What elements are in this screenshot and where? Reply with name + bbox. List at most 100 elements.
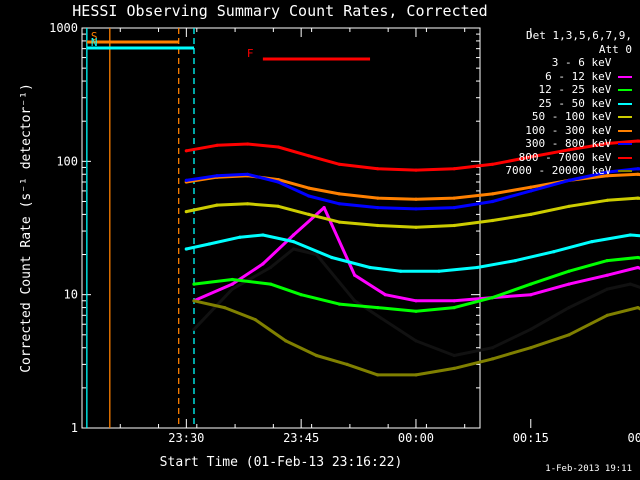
series-point xyxy=(414,168,418,172)
legend-swatch xyxy=(618,102,632,105)
x-tick-label-1: 23:45 xyxy=(283,431,319,445)
y-axis-label: Corrected Count Rate (s⁻¹ detector⁻¹) xyxy=(19,83,34,373)
series-point xyxy=(337,192,341,196)
series-point xyxy=(490,192,495,196)
series-point xyxy=(437,269,441,273)
series-point xyxy=(261,262,265,266)
series-point xyxy=(192,282,196,286)
series-point xyxy=(246,172,250,176)
series-point xyxy=(529,189,533,193)
series-point xyxy=(452,353,456,358)
series-point xyxy=(376,206,380,210)
series-point xyxy=(337,202,341,206)
series-line-7 xyxy=(186,139,640,172)
series-point xyxy=(452,196,456,200)
flag-label-f: F xyxy=(247,47,254,60)
series-point xyxy=(567,306,571,310)
legend-label: 3 - 6 keV xyxy=(551,56,618,69)
series-point xyxy=(605,170,609,174)
series-point xyxy=(215,174,219,178)
series-point xyxy=(368,265,372,270)
series-point xyxy=(246,142,250,146)
legend-label: 300 - 800 keV xyxy=(525,137,618,150)
legend-header-line-2: Att 0 xyxy=(598,42,632,56)
series-point xyxy=(414,207,418,211)
series-point xyxy=(307,212,311,216)
series-point xyxy=(399,269,403,273)
series-point xyxy=(192,327,196,331)
series-point xyxy=(529,185,533,189)
legend-label: 50 - 100 keV xyxy=(531,110,618,123)
series-point xyxy=(452,223,456,228)
series-point xyxy=(636,167,640,171)
series-point xyxy=(414,309,418,313)
series-point xyxy=(284,339,288,343)
series-point xyxy=(345,362,349,366)
series-point xyxy=(529,155,533,159)
series-point xyxy=(246,202,250,206)
legend-item-2: 12 - 25 keV xyxy=(462,83,632,97)
series-point xyxy=(567,178,571,182)
series-point xyxy=(383,293,387,297)
series-point xyxy=(376,167,380,171)
series-point xyxy=(268,265,273,270)
series-line-6 xyxy=(186,167,640,211)
series-point xyxy=(567,282,571,286)
legend-label: 100 - 300 keV xyxy=(525,123,618,137)
legend-swatch xyxy=(618,156,632,159)
legend-swatch xyxy=(618,62,632,64)
series-point xyxy=(253,318,257,322)
legend-item-1: 6 - 12 keV xyxy=(462,70,632,84)
series-point xyxy=(414,299,418,303)
legend-item-0: 3 - 6 keV xyxy=(462,56,632,70)
legend-label: 25 - 50 keV xyxy=(538,96,618,110)
series-point xyxy=(276,180,280,184)
series-point xyxy=(414,225,418,229)
series-point xyxy=(636,172,640,176)
flag-label-n: N xyxy=(91,36,98,49)
series-point xyxy=(605,198,609,202)
series-point xyxy=(490,296,495,300)
series-point xyxy=(605,141,609,146)
legend-swatch xyxy=(618,116,632,118)
series-point xyxy=(307,186,311,190)
series-point xyxy=(184,149,188,153)
series-point xyxy=(529,282,533,286)
series-point xyxy=(636,265,640,270)
series-point xyxy=(184,178,188,182)
series-point xyxy=(276,145,280,149)
series-point xyxy=(291,240,296,244)
x-tick-label-3: 00:15 xyxy=(513,431,549,445)
series-point xyxy=(567,333,571,337)
series-point xyxy=(414,339,418,343)
series-point xyxy=(452,167,456,171)
y-tick-label-2: 100 xyxy=(56,154,78,168)
series-point xyxy=(184,210,188,214)
x-tick-label-4: 00:30 xyxy=(628,431,640,445)
series-point xyxy=(353,273,357,277)
y-tick-label-3: 1000 xyxy=(49,21,78,35)
series-point xyxy=(314,353,319,358)
chart-legend: Det 1,3,5,6,7,9, Att 0 3 - 6 keV 6 - 12 … xyxy=(462,29,632,178)
series-point xyxy=(291,247,296,251)
series-point xyxy=(337,162,341,166)
series-point xyxy=(552,250,556,254)
series-point xyxy=(322,206,326,210)
series-point xyxy=(605,313,609,317)
series-line-4 xyxy=(185,196,640,229)
series-point xyxy=(636,139,640,143)
series-point xyxy=(337,302,341,306)
series-point xyxy=(567,148,571,152)
legend-swatch xyxy=(618,75,632,78)
series-point xyxy=(628,282,632,286)
series-point xyxy=(414,373,418,377)
series-point xyxy=(490,346,495,350)
series-point xyxy=(605,174,609,178)
series-point xyxy=(307,154,311,158)
series-point xyxy=(628,233,632,237)
series-point xyxy=(299,293,303,297)
series-point xyxy=(605,287,609,291)
series-point xyxy=(215,203,219,207)
x-tick-label-2: 00:00 xyxy=(398,431,434,445)
